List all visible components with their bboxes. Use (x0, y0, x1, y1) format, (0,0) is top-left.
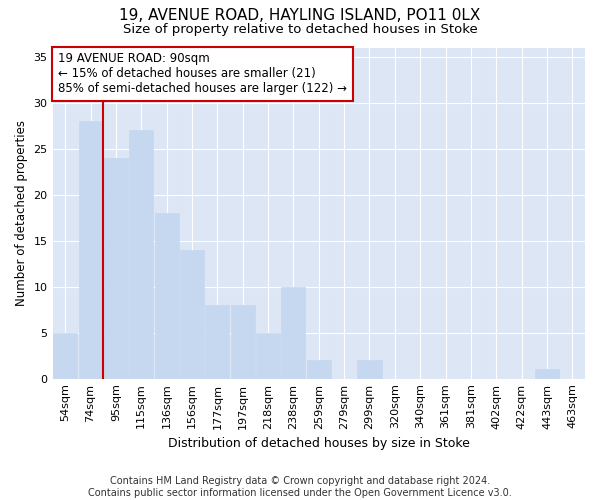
Bar (281, 286, 305, 378)
Bar (307, 360, 331, 378)
Bar (205, 305, 229, 378)
Bar (104, 158, 128, 378)
Bar (155, 213, 179, 378)
Bar (53, 332, 77, 378)
Text: Contains HM Land Registry data © Crown copyright and database right 2024.
Contai: Contains HM Land Registry data © Crown c… (88, 476, 512, 498)
Text: Size of property relative to detached houses in Stoke: Size of property relative to detached ho… (122, 22, 478, 36)
X-axis label: Distribution of detached houses by size in Stoke: Distribution of detached houses by size … (168, 437, 470, 450)
Bar (180, 250, 204, 378)
Bar (230, 305, 255, 378)
Text: 19, AVENUE ROAD, HAYLING ISLAND, PO11 0LX: 19, AVENUE ROAD, HAYLING ISLAND, PO11 0L… (119, 8, 481, 22)
Bar (256, 332, 280, 378)
Bar (79, 121, 103, 378)
Bar (129, 130, 154, 378)
Text: 19 AVENUE ROAD: 90sqm
← 15% of detached houses are smaller (21)
85% of semi-deta: 19 AVENUE ROAD: 90sqm ← 15% of detached … (58, 52, 347, 96)
Bar (535, 370, 559, 378)
Y-axis label: Number of detached properties: Number of detached properties (15, 120, 28, 306)
Bar (358, 360, 382, 378)
